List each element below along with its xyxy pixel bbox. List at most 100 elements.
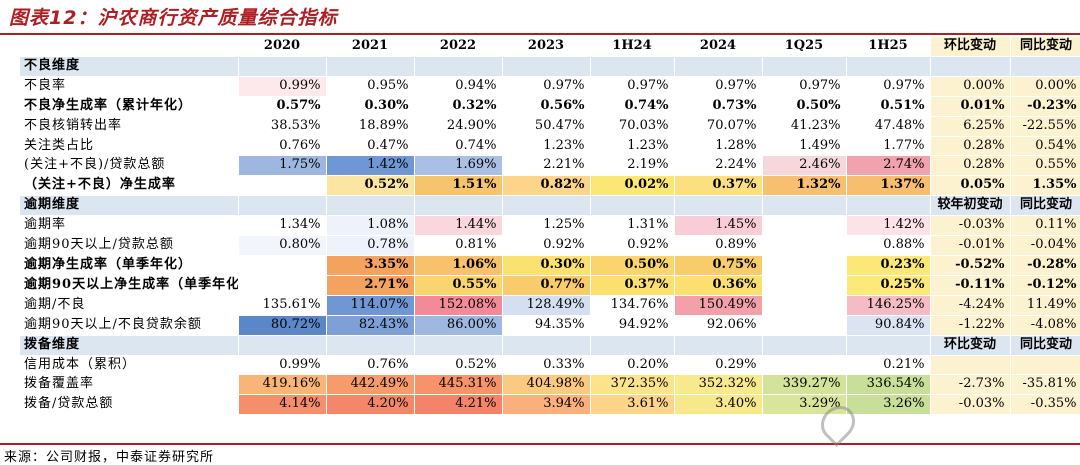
section-change-header: 同比变动	[1010, 335, 1080, 356]
change-cell: -2.73%	[930, 374, 1011, 396]
value-cell: 4.21%	[414, 394, 503, 416]
row-label: 逾期90天以上/不良贷款余额	[20, 315, 239, 336]
change-cell: 0.11%	[1010, 215, 1080, 237]
value-cell: 1.23%	[590, 136, 675, 157]
row-label: (关注+不良)/贷款总额	[20, 155, 239, 177]
value-cell: 0.52%	[326, 175, 415, 197]
table-row: (关注+不良)/贷款总额 1.75% 1.42% 1.69% 2.21% 2.19% 2.2…	[20, 155, 1080, 177]
section-spacer	[326, 195, 415, 217]
change-cell: 1.35%	[1010, 175, 1080, 197]
value-cell	[762, 295, 847, 316]
row-label: 不良净生成率（累计年化）	[20, 96, 239, 117]
value-cell: 0.30%	[326, 96, 415, 117]
row-label: 关注类占比	[20, 136, 239, 157]
table-row: 不良率 0.99% 0.95% 0.94% 0.97% 0.97% 0.97% 0.97% 0.…	[20, 76, 1080, 97]
value-cell: 0.99%	[238, 76, 327, 97]
value-cell: 0.73%	[674, 96, 763, 117]
row-label: 不良核销转出率	[20, 116, 239, 137]
change-cell: -0.04%	[1010, 235, 1080, 256]
section-row: 逾期维度 较年初变动 同比变动	[20, 195, 1080, 217]
title-bar: 图表12：沪农商行资产质量综合指标	[0, 0, 1080, 30]
header-corner	[20, 37, 239, 57]
section-spacer	[414, 56, 503, 77]
value-cell: 3.26%	[846, 394, 931, 416]
column-header: 1Q25	[762, 37, 847, 57]
value-cell: 1.69%	[414, 155, 503, 177]
change-cell: 0.28%	[930, 155, 1011, 177]
value-cell: 80.72%	[238, 315, 327, 336]
value-cell: 4.20%	[326, 394, 415, 416]
value-cell: 1.08%	[326, 215, 415, 237]
value-cell: 1.06%	[414, 255, 503, 276]
value-cell: 1.23%	[502, 136, 591, 157]
column-header: 环比变动	[930, 37, 1011, 57]
row-label: 拨备/贷款总额	[20, 394, 239, 416]
value-cell: 0.33%	[502, 355, 591, 376]
header-row: 2020 2021 2022 2023 1H24 2024 1Q25 1H25 环比变动 同比变动	[20, 37, 1080, 57]
value-cell: 0.52%	[414, 355, 503, 376]
value-cell: 0.74%	[590, 96, 675, 117]
snowball-logo-icon	[813, 398, 863, 448]
value-cell: 1.42%	[846, 215, 931, 237]
value-cell: 0.57%	[238, 96, 327, 117]
section-change-header: 环比变动	[930, 335, 1011, 356]
change-cell: -0.52%	[930, 255, 1011, 276]
value-cell: 90.84%	[846, 315, 931, 336]
value-cell: 0.74%	[414, 136, 503, 157]
table-row: 拨备覆盖率 419.16% 442.49% 445.31% 404.98% 372.35%…	[20, 374, 1080, 396]
value-cell: 0.97%	[846, 76, 931, 97]
value-cell: 1.34%	[238, 215, 327, 237]
value-cell	[238, 175, 327, 197]
bottom-rule	[0, 443, 1080, 445]
value-cell	[762, 355, 847, 376]
section-spacer	[674, 56, 763, 77]
section-change-header: 较年初变动	[930, 195, 1011, 217]
value-cell: 94.35%	[502, 315, 591, 336]
change-cell: 0.55%	[1010, 155, 1080, 177]
table-row: 逾期/不良 135.61% 114.07% 152.08% 128.49% 134.76%…	[20, 295, 1080, 316]
value-cell	[762, 235, 847, 256]
change-cell: -0.28%	[1010, 255, 1080, 276]
value-cell: 47.48%	[846, 116, 931, 137]
value-cell: 0.81%	[414, 235, 503, 256]
value-cell: 0.92%	[502, 235, 591, 256]
value-cell: 0.37%	[590, 275, 675, 296]
value-cell: 146.25%	[846, 295, 931, 316]
change-cell: -0.12%	[1010, 275, 1080, 296]
value-cell: 442.49%	[326, 374, 415, 396]
value-cell: 0.78%	[326, 235, 415, 256]
change-cell: 0.28%	[930, 136, 1011, 157]
change-cell: -0.01%	[930, 235, 1011, 256]
value-cell: 0.50%	[590, 255, 675, 276]
row-label: （关注+不良）净生成率	[20, 175, 239, 197]
value-cell: 18.89%	[326, 116, 415, 137]
section-spacer	[326, 56, 415, 77]
title-rule	[0, 33, 1080, 35]
section-spacer	[674, 195, 763, 217]
change-cell	[1010, 355, 1080, 376]
section-spacer	[502, 195, 591, 217]
value-cell: 135.61%	[238, 295, 327, 316]
value-cell: 2.71%	[326, 275, 415, 296]
change-cell	[930, 355, 1011, 376]
table-row: 逾期90天以上净生成率（单季年化） 2.71% 0.55% 0.77% 0.37% 0.3…	[20, 275, 1080, 296]
value-cell: 92.06%	[674, 315, 763, 336]
table-row: （关注+不良）净生成率 0.52% 1.51% 0.82% 0.02% 0.37% 1.32…	[20, 175, 1080, 197]
value-cell: 94.92%	[590, 315, 675, 336]
change-cell: -22.55%	[1010, 116, 1080, 137]
section-spacer	[238, 56, 327, 77]
value-cell: 1.77%	[846, 136, 931, 157]
value-cell: 0.99%	[238, 355, 327, 376]
value-cell: 0.82%	[502, 175, 591, 197]
table-row: 逾期90天以上/贷款总额 0.80% 0.78% 0.81% 0.92% 0.92% 0.8…	[20, 235, 1080, 256]
change-cell: 11.49%	[1010, 295, 1080, 316]
value-cell: 1.42%	[326, 155, 415, 177]
figure-title: 图表12：沪农商行资产质量综合指标	[9, 7, 338, 29]
section-spacer	[590, 335, 675, 356]
column-header: 2022	[414, 37, 503, 57]
value-cell: 0.97%	[674, 76, 763, 97]
value-cell: 339.27%	[762, 374, 847, 396]
value-cell: 1.31%	[590, 215, 675, 237]
value-cell: 134.76%	[590, 295, 675, 316]
change-cell: -0.03%	[930, 215, 1011, 237]
